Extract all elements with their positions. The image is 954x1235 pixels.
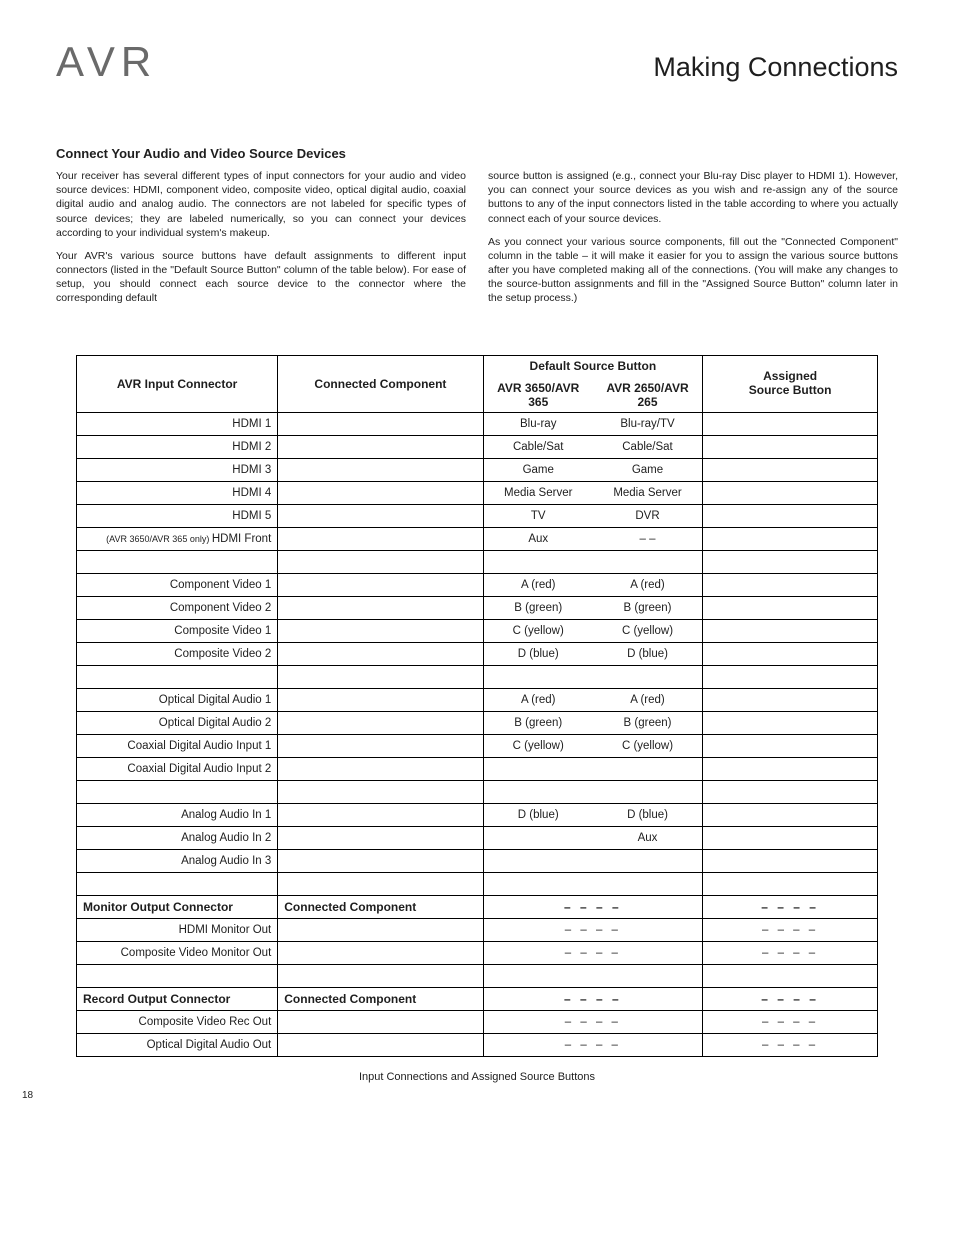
logo: AVR: [56, 38, 157, 86]
table-row: Optical Digital Audio Out– – – –– – – –: [77, 1034, 878, 1057]
table-row: Analog Audio In 1D (blue)D (blue): [77, 804, 878, 827]
table-row: HDMI 4Media ServerMedia Server: [77, 482, 878, 505]
paragraph: source button is assigned (e.g., connect…: [488, 169, 898, 226]
table-row: Composite Video 1C (yellow)C (yellow): [77, 620, 878, 643]
table-row: HDMI 5TVDVR: [77, 505, 878, 528]
table-row: Composite Video Rec Out– – – –– – – –: [77, 1011, 878, 1034]
th-default-source: Default Source Button: [483, 355, 703, 378]
body-text-block: Connect Your Audio and Video Source Devi…: [56, 146, 898, 315]
th-sub-model-a: AVR 3650/AVR 365: [483, 378, 593, 413]
table-row: HDMI 1Blu-rayBlu-ray/TV: [77, 413, 878, 436]
table-row: Coaxial Digital Audio Input 2: [77, 758, 878, 781]
table-section-header: Record Output ConnectorConnected Compone…: [77, 988, 878, 1011]
table-section-header: Monitor Output ConnectorConnected Compon…: [77, 896, 878, 919]
table-row: Composite Video Monitor Out– – – –– – – …: [77, 942, 878, 965]
table-row: Composite Video 2D (blue)D (blue): [77, 643, 878, 666]
table-row: Coaxial Digital Audio Input 1C (yellow)C…: [77, 735, 878, 758]
th-assigned-source: AssignedSource Button: [703, 355, 878, 413]
section-heading: Connect Your Audio and Video Source Devi…: [56, 146, 898, 161]
table-row: Analog Audio In 3: [77, 850, 878, 873]
table-row: Optical Digital Audio 1A (red)A (red): [77, 689, 878, 712]
table-row: Component Video 1A (red)A (red): [77, 574, 878, 597]
table-row: Optical Digital Audio 2B (green)B (green…: [77, 712, 878, 735]
table-row: Analog Audio In 2Aux: [77, 827, 878, 850]
page-title: Making Connections: [653, 52, 898, 83]
table-row: Component Video 2B (green)B (green): [77, 597, 878, 620]
th-input-connector: AVR Input Connector: [77, 355, 278, 413]
connections-table: AVR Input Connector Connected Component …: [76, 355, 878, 1058]
paragraph: Your AVR's various source buttons have d…: [56, 249, 466, 306]
table-row: (AVR 3650/AVR 365 only) HDMI FrontAux– –: [77, 528, 878, 551]
th-connected-component: Connected Component: [278, 355, 483, 413]
table-row: HDMI 3GameGame: [77, 459, 878, 482]
paragraph: Your receiver has several different type…: [56, 169, 466, 240]
paragraph: As you connect your various source compo…: [488, 235, 898, 306]
table-row: HDMI 2Cable/SatCable/Sat: [77, 436, 878, 459]
page-header: AVR Making Connections: [56, 38, 898, 86]
th-sub-model-b: AVR 2650/AVR 265: [593, 378, 703, 413]
page-number: 18: [22, 1090, 33, 1101]
table-row: HDMI Monitor Out– – – –– – – –: [77, 919, 878, 942]
table-caption: Input Connections and Assigned Source Bu…: [56, 1071, 898, 1083]
